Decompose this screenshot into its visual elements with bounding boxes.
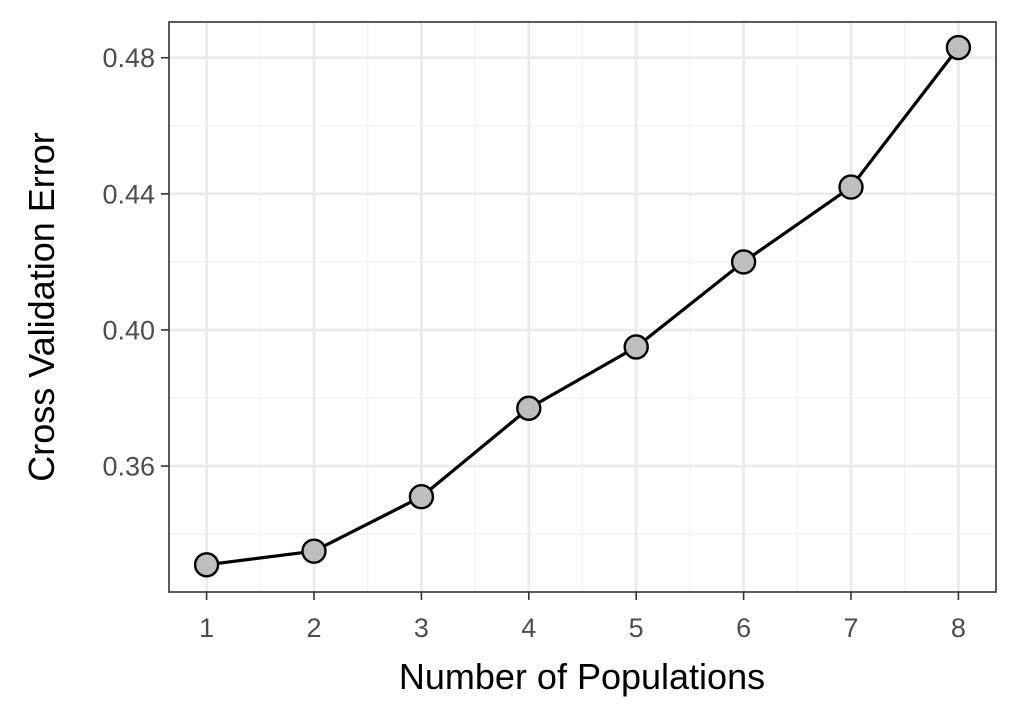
x-tick-label: 3 [414,613,429,643]
x-tick-label: 1 [199,613,214,643]
y-tick-label: 0.40 [102,315,155,345]
x-tick-label: 5 [629,613,644,643]
series-points-group [193,34,972,578]
x-tick-label: 2 [306,613,321,643]
x-axis-title: Number of Populations [399,656,765,697]
series-line-group [206,46,960,567]
x-tick-label: 6 [736,613,751,643]
y-tick-label: 0.36 [102,452,155,482]
x-tick-label: 8 [951,613,966,643]
data-point [516,395,542,421]
y-tick-label: 0.48 [102,43,155,73]
data-point [408,484,435,510]
y-tick-label: 0.44 [102,179,155,209]
x-axis-ticks: 1 2 3 4 5 6 7 8 [199,592,966,643]
panel-border [168,21,997,593]
y-axis-ticks: 0.36 0.40 0.44 0.48 [102,43,169,482]
y-axis-title: Cross Validation Error [21,132,62,481]
data-point [193,552,220,578]
data-point [623,334,649,360]
series-line [206,46,960,567]
minor-gridlines [169,22,996,592]
data-point [730,249,757,275]
x-tick-label: 4 [521,613,536,643]
data-point [945,34,972,61]
data-point [301,538,327,564]
data-point [838,174,864,200]
x-tick-label: 7 [843,613,858,643]
